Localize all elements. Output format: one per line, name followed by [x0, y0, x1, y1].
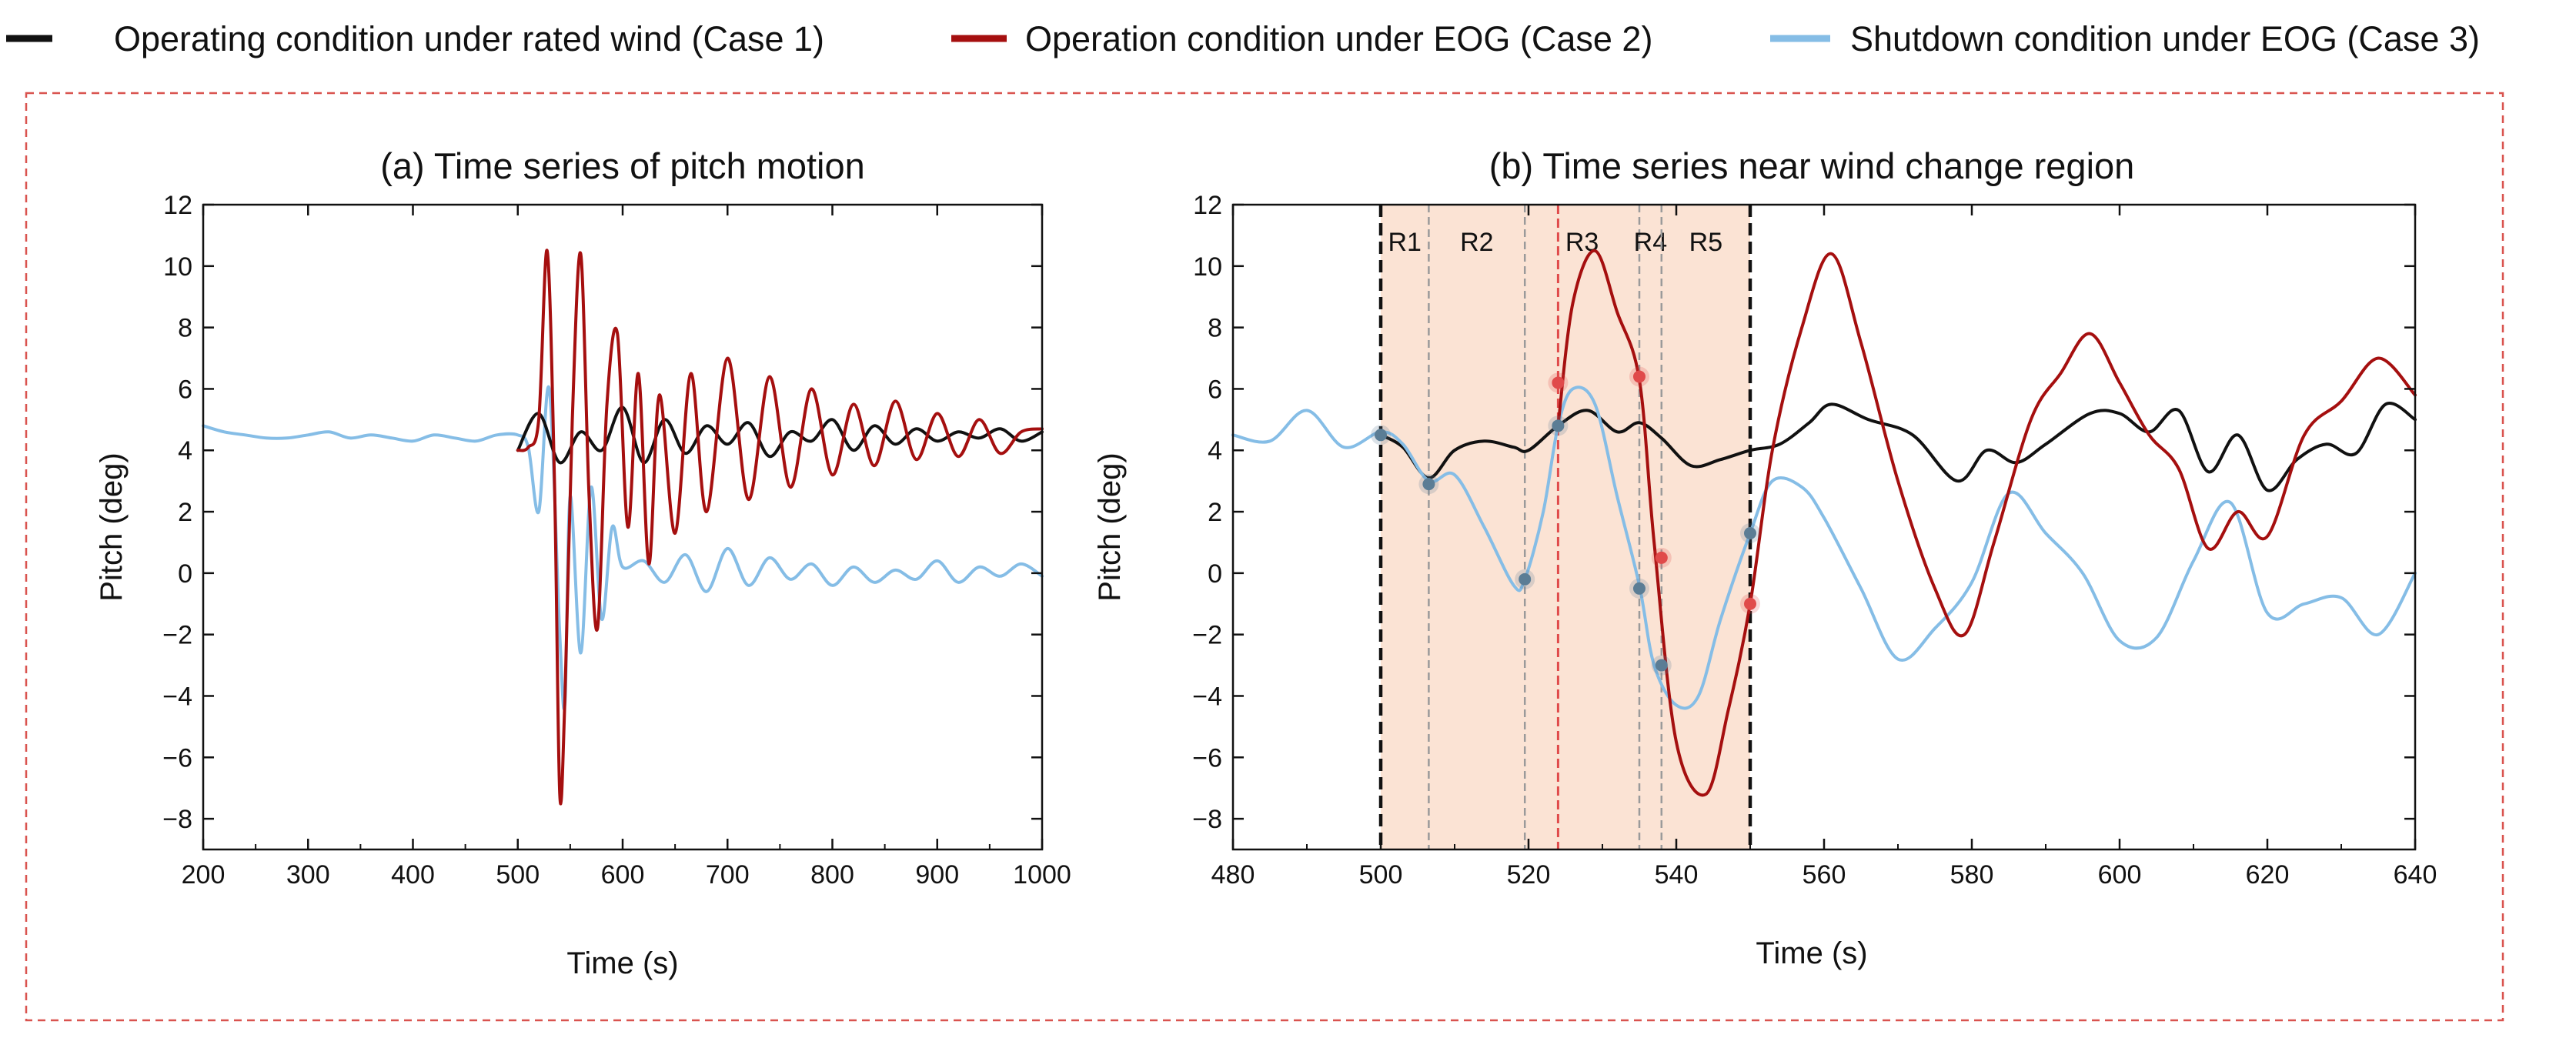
x-tick-label: 1000	[1013, 860, 1071, 889]
y-tick-label: 12	[1193, 191, 1222, 220]
panel-b-y-axis: −8 −6 −4 −2 0 2 4 6 8 10 12	[1192, 191, 2415, 834]
x-tick-label: 520	[1507, 860, 1551, 889]
x-tick-label: 640	[2394, 860, 2437, 889]
panel-b-x-axis: 480 500 520 540 560 580 600 620 640	[1211, 205, 2437, 889]
y-tick-label: −8	[162, 805, 192, 834]
y-tick-label: 6	[1208, 375, 1222, 404]
panel-a-y-axis: −8 −6 −4 −2 0 2 4 6 8 10 12	[162, 191, 1042, 834]
panel-a-x-axis: 200 300 400 500 600 700 800 900 1000	[182, 205, 1071, 889]
y-tick-label: 8	[178, 314, 192, 343]
y-tick-label: 4	[178, 436, 192, 466]
y-tick-label: 6	[178, 375, 192, 404]
y-tick-label: −4	[1192, 682, 1222, 711]
series-line-case-1	[1379, 402, 2417, 492]
legend-item-case2: Operation condition under EOG (Case 2)	[951, 19, 1652, 58]
panel-a-title: (a) Time series of pitch motion	[380, 145, 865, 186]
panel-b-y-label: Pitch (deg)	[1093, 452, 1127, 601]
series-line-case-3	[1231, 385, 2417, 710]
x-tick-label: 600	[601, 860, 645, 889]
marker-case-3-519-5	[1515, 569, 1535, 589]
y-tick-label: 4	[1208, 436, 1222, 466]
x-tick-label: 500	[1359, 860, 1403, 889]
marker-case-3-524	[1548, 416, 1569, 436]
y-tick-label: 2	[178, 498, 192, 527]
series-line-case-2	[1556, 249, 2417, 797]
x-tick-label: 540	[1655, 860, 1699, 889]
marker-case-3-535	[1629, 578, 1649, 599]
x-tick-label: 600	[2098, 860, 2142, 889]
marker-case-2-524	[1548, 372, 1569, 393]
region-label-r5: R5	[1689, 228, 1722, 257]
legend: Operating condition under rated wind (Ca…	[6, 19, 2480, 58]
panel-a-series	[202, 249, 1044, 806]
panel-b-series	[1231, 249, 2417, 797]
x-tick-label: 560	[1803, 860, 1846, 889]
x-tick-label: 700	[706, 860, 750, 889]
region-label-r2: R2	[1460, 228, 1493, 257]
y-tick-label: 10	[163, 252, 192, 282]
legend-item-case3: Shutdown condition under EOG (Case 3)	[1770, 19, 2480, 58]
x-tick-label: 500	[496, 860, 540, 889]
marker-case-2-535	[1629, 366, 1649, 387]
panel-a: (a) Time series of pitch motion 200 300 40…	[95, 145, 1071, 980]
series-line-case-1	[516, 406, 1044, 465]
legend-label-case1: Operating condition under rated wind (Ca…	[114, 19, 824, 58]
x-tick-label: 800	[810, 860, 854, 889]
y-tick-label: −4	[162, 682, 192, 711]
region-label-r3: R3	[1565, 228, 1599, 257]
x-tick-label: 580	[1950, 860, 1994, 889]
x-tick-label: 300	[286, 860, 330, 889]
y-tick-label: 2	[1208, 498, 1222, 527]
marker-case-2-550	[1740, 593, 1760, 614]
x-tick-label: 480	[1211, 860, 1255, 889]
x-tick-label: 620	[2246, 860, 2290, 889]
region-label-r1: R1	[1388, 228, 1421, 257]
legend-item-case1: Operating condition under rated wind (Ca…	[6, 19, 824, 58]
y-tick-label: −6	[1192, 743, 1222, 773]
panel-a-x-label: Time (s)	[566, 946, 678, 980]
panel-a-y-label: Pitch (deg)	[95, 452, 129, 601]
panel-b-markers	[1371, 366, 1760, 676]
panel-b-title: (b) Time series near wind change region	[1489, 145, 2135, 186]
x-tick-label: 400	[391, 860, 435, 889]
y-tick-label: −6	[162, 743, 192, 773]
series-line-case-2	[516, 249, 1044, 806]
panel-a-plot-area	[202, 203, 1044, 851]
y-tick-label: 0	[178, 559, 192, 589]
y-tick-label: −2	[162, 621, 192, 650]
y-tick-label: −2	[1192, 621, 1222, 650]
marker-case-2-538	[1651, 547, 1672, 568]
marker-case-3-550	[1740, 522, 1760, 543]
series-line-case-3	[202, 385, 1044, 711]
marker-case-3-538	[1651, 655, 1672, 676]
y-tick-label: 10	[1193, 252, 1222, 282]
marker-case-1-506-5	[1418, 474, 1439, 495]
legend-label-case2: Operation condition under EOG (Case 2)	[1025, 19, 1652, 58]
y-tick-label: −8	[1192, 805, 1222, 834]
x-tick-label: 200	[182, 860, 226, 889]
panel-b-regions: R1 R2 R3 R4 R5	[1378, 205, 1752, 849]
marker-case-1-500	[1371, 425, 1391, 446]
y-tick-label: 0	[1208, 559, 1222, 589]
y-tick-label: 12	[163, 191, 192, 220]
panel-b: (b) Time series near wind change region …	[1093, 145, 2437, 970]
wind-change-shading	[1381, 205, 1750, 849]
x-tick-label: 900	[915, 860, 959, 889]
y-tick-label: 8	[1208, 314, 1222, 343]
panel-b-x-label: Time (s)	[1756, 936, 1867, 970]
legend-label-case3: Shutdown condition under EOG (Case 3)	[1850, 19, 2480, 58]
